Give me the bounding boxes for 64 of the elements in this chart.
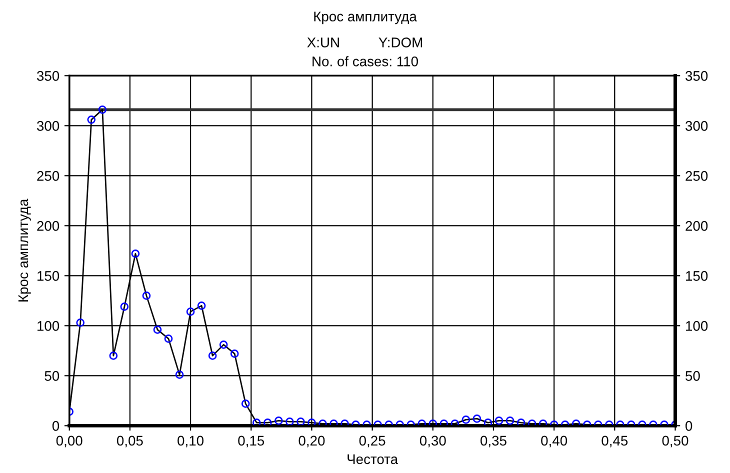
y2-tick-label: 150	[686, 271, 708, 281]
x-tick-label: 0,15	[238, 436, 264, 448]
y-tick-label: 200	[37, 221, 60, 231]
x-tick-label: 0,00	[56, 436, 82, 448]
point	[164, 334, 173, 343]
point	[286, 418, 294, 426]
x-tick-label: 0,20	[298, 436, 325, 448]
y-tick-label: 50	[44, 371, 60, 381]
point	[318, 420, 327, 426]
point	[219, 340, 228, 349]
y-tick-label: 250	[37, 171, 60, 181]
point	[153, 326, 162, 334]
y2-tick-label: 200	[686, 221, 708, 231]
point	[120, 302, 129, 311]
point	[506, 416, 514, 425]
x-tick-label: 0,45	[602, 436, 628, 448]
point	[241, 400, 250, 408]
point	[186, 308, 195, 316]
point	[440, 420, 448, 426]
point	[197, 302, 206, 310]
point	[418, 420, 426, 426]
point	[450, 420, 460, 426]
point	[87, 116, 96, 124]
point	[538, 420, 548, 426]
point	[109, 352, 118, 360]
y-axis-title: Крос амплитуда	[18, 198, 31, 302]
y-tick-label: 300	[36, 121, 60, 131]
x-tick-label: 0,10	[178, 436, 204, 448]
y-tick-label: 100	[38, 321, 60, 331]
y-tick-label: 350	[36, 71, 60, 81]
point	[274, 416, 283, 425]
x-axis-title: Честота	[348, 454, 398, 464]
x-tick-label: 0,30	[420, 436, 446, 448]
point	[175, 370, 184, 379]
point	[330, 420, 338, 426]
point	[76, 318, 85, 327]
x-tick-label: 0,05	[116, 436, 143, 448]
y2-tick-label: 300	[686, 121, 708, 131]
x-tick-label: 0,40	[541, 436, 568, 448]
point	[230, 350, 239, 358]
point	[572, 420, 580, 426]
x-tick-label: 0,50	[662, 436, 688, 448]
point	[296, 418, 305, 426]
x-tick-label: 0,25	[359, 436, 386, 448]
chart-title: Крос амплитуда	[314, 12, 417, 24]
chart-subtitle: X:UN Y:DOM No. of cases: 110	[307, 38, 422, 66]
point	[208, 352, 217, 360]
point	[340, 420, 349, 426]
y2-tick-label: 0	[686, 421, 692, 431]
point	[428, 420, 438, 426]
point	[142, 292, 151, 300]
y2-tick-label: 50	[686, 371, 700, 381]
point	[472, 414, 482, 423]
y2-tick-label: 100	[686, 321, 708, 331]
x-tick-label: 0,35	[480, 436, 506, 448]
y-tick-label: 0	[52, 421, 60, 431]
y2-tick-label: 250	[686, 171, 708, 181]
point	[528, 420, 536, 426]
point	[131, 250, 140, 258]
y2-tick-label: 350	[686, 71, 708, 81]
point	[462, 416, 470, 424]
y-tick-label: 150	[38, 271, 60, 281]
point	[98, 106, 107, 114]
point	[494, 416, 504, 425]
